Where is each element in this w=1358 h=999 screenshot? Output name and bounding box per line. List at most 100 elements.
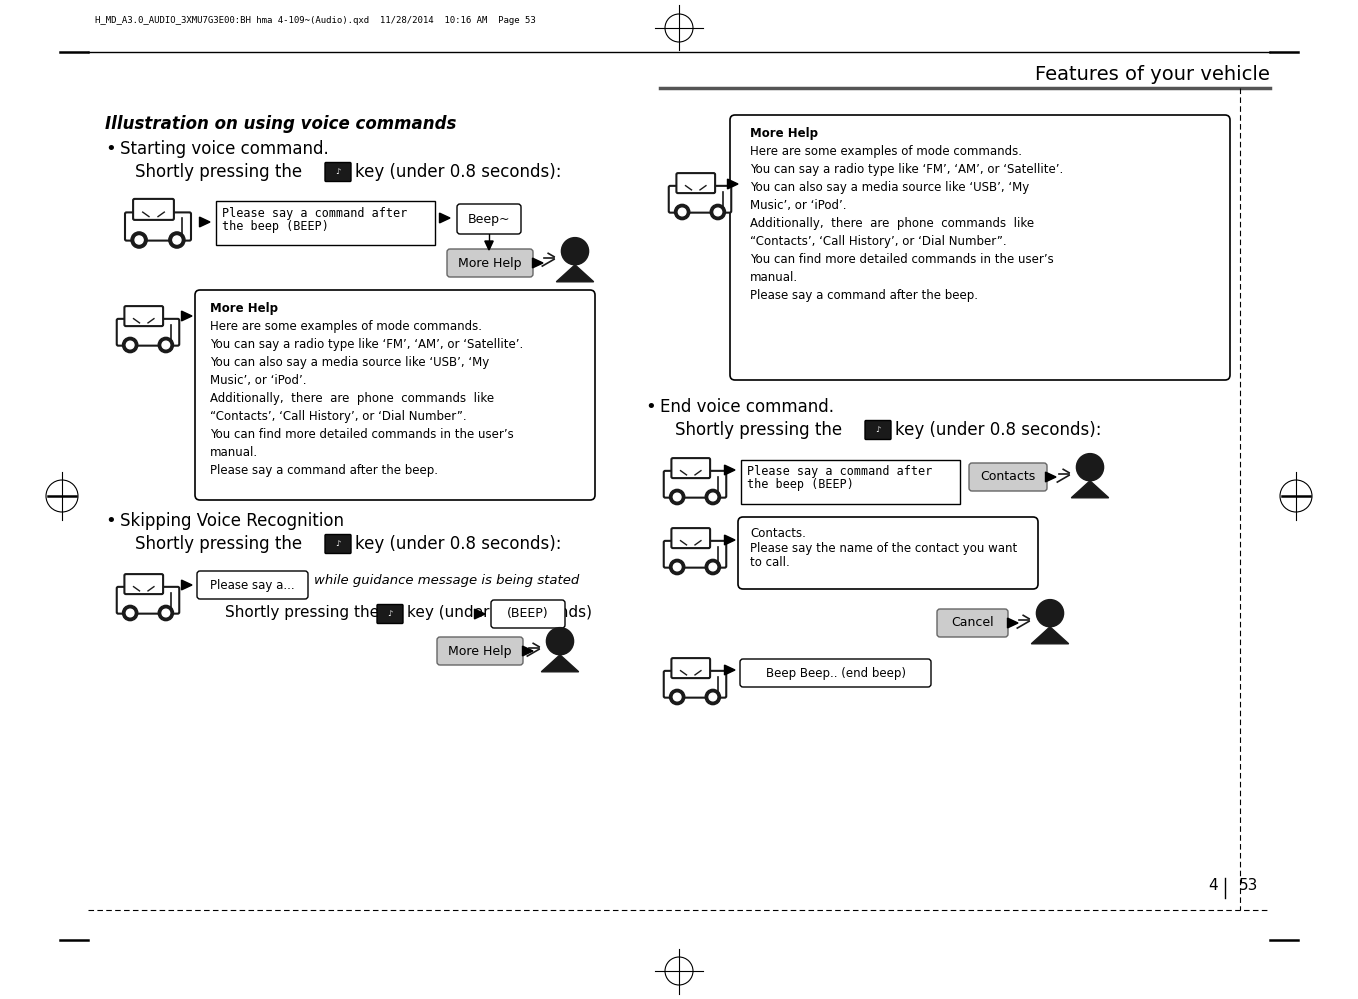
Polygon shape <box>725 535 735 544</box>
Circle shape <box>710 205 725 220</box>
Text: Here are some examples of mode commands.: Here are some examples of mode commands. <box>750 145 1023 158</box>
Text: Beep~: Beep~ <box>467 213 511 226</box>
Text: key (under 0.8 seconds):: key (under 0.8 seconds): <box>354 535 561 553</box>
FancyBboxPatch shape <box>671 658 710 678</box>
Circle shape <box>1036 599 1063 626</box>
FancyBboxPatch shape <box>196 290 595 500</box>
Circle shape <box>669 490 684 504</box>
Circle shape <box>126 609 134 616</box>
FancyBboxPatch shape <box>664 671 727 697</box>
FancyBboxPatch shape <box>458 204 521 234</box>
Circle shape <box>674 693 680 701</box>
Text: Skipping Voice Recognition: Skipping Voice Recognition <box>120 512 344 530</box>
Text: Shortly pressing the: Shortly pressing the <box>225 605 379 620</box>
Circle shape <box>130 232 147 248</box>
FancyBboxPatch shape <box>197 571 308 599</box>
Text: H_MD_A3.0_AUDIO_3XMU7G3E00:BH hma 4-109~(Audio).qxd  11/28/2014  10:16 AM  Page : H_MD_A3.0_AUDIO_3XMU7G3E00:BH hma 4-109~… <box>95 16 536 25</box>
FancyBboxPatch shape <box>125 213 191 241</box>
Circle shape <box>674 494 680 500</box>
Circle shape <box>172 236 181 244</box>
FancyBboxPatch shape <box>664 471 727 498</box>
Text: (BEEP): (BEEP) <box>507 607 549 620</box>
FancyBboxPatch shape <box>117 586 179 613</box>
Text: ♪: ♪ <box>876 426 881 435</box>
Text: You can find more detailed commands in the user’s: You can find more detailed commands in t… <box>210 428 513 441</box>
Circle shape <box>709 494 717 500</box>
Text: More Help: More Help <box>458 257 521 270</box>
FancyBboxPatch shape <box>865 421 891 440</box>
FancyBboxPatch shape <box>325 163 350 182</box>
Text: “Contacts’, ‘Call History’, or ‘Dial Number”.: “Contacts’, ‘Call History’, or ‘Dial Num… <box>750 235 1006 248</box>
Circle shape <box>122 605 137 620</box>
Circle shape <box>675 205 690 220</box>
Text: “Contacts’, ‘Call History’, or ‘Dial Number”.: “Contacts’, ‘Call History’, or ‘Dial Num… <box>210 410 467 423</box>
Circle shape <box>162 342 170 349</box>
Text: More Help: More Help <box>210 302 278 315</box>
Circle shape <box>705 559 721 574</box>
Text: •: • <box>645 398 656 416</box>
Circle shape <box>168 232 185 248</box>
Circle shape <box>669 689 684 704</box>
Polygon shape <box>200 217 210 227</box>
Text: You can say a radio type like ‘FM’, ‘AM’, or ‘Satellite’.: You can say a radio type like ‘FM’, ‘AM’… <box>750 163 1063 176</box>
FancyBboxPatch shape <box>671 528 710 548</box>
FancyBboxPatch shape <box>741 460 960 504</box>
Circle shape <box>546 627 573 654</box>
FancyBboxPatch shape <box>216 201 435 245</box>
Text: the beep (BEEP): the beep (BEEP) <box>747 478 854 491</box>
Polygon shape <box>542 654 579 671</box>
Text: to call.: to call. <box>750 556 790 569</box>
Polygon shape <box>725 466 735 475</box>
Text: 53: 53 <box>1238 878 1258 893</box>
FancyBboxPatch shape <box>737 517 1038 589</box>
Circle shape <box>134 236 143 244</box>
Text: Additionally,  there  are  phone  commands  like: Additionally, there are phone commands l… <box>750 217 1035 230</box>
Polygon shape <box>182 311 191 321</box>
Text: You can find more detailed commands in the user’s: You can find more detailed commands in t… <box>750 253 1054 266</box>
Text: Features of your vehicle: Features of your vehicle <box>1035 65 1270 84</box>
Polygon shape <box>485 241 493 250</box>
Text: Contacts.: Contacts. <box>750 527 805 540</box>
FancyBboxPatch shape <box>668 186 731 213</box>
Text: You can also say a media source like ‘USB’, ‘My: You can also say a media source like ‘US… <box>210 356 489 369</box>
Text: manual.: manual. <box>210 446 258 459</box>
Polygon shape <box>523 646 532 656</box>
Text: key (under 0.8 seconds): key (under 0.8 seconds) <box>407 605 592 620</box>
Text: •: • <box>105 140 115 158</box>
Polygon shape <box>440 213 449 223</box>
Circle shape <box>122 338 137 353</box>
Text: Please say a command after the beep.: Please say a command after the beep. <box>210 464 439 477</box>
FancyBboxPatch shape <box>492 600 565 628</box>
Circle shape <box>709 563 717 570</box>
FancyBboxPatch shape <box>125 574 163 594</box>
Polygon shape <box>725 665 735 675</box>
Text: End voice command.: End voice command. <box>660 398 834 416</box>
FancyBboxPatch shape <box>325 534 350 553</box>
Text: Additionally,  there  are  phone  commands  like: Additionally, there are phone commands l… <box>210 392 494 405</box>
Circle shape <box>162 609 170 616</box>
FancyBboxPatch shape <box>117 319 179 346</box>
Text: while guidance message is being stated: while guidance message is being stated <box>314 574 580 587</box>
Text: Please say a...: Please say a... <box>210 578 295 591</box>
Polygon shape <box>182 580 191 589</box>
Circle shape <box>669 559 684 574</box>
Text: Cancel: Cancel <box>951 616 994 629</box>
Polygon shape <box>557 265 593 282</box>
FancyBboxPatch shape <box>447 249 532 277</box>
Text: Shortly pressing the: Shortly pressing the <box>134 163 301 181</box>
Text: Please say a command after the beep.: Please say a command after the beep. <box>750 289 978 302</box>
Circle shape <box>709 693 717 701</box>
Text: ♪: ♪ <box>335 539 341 548</box>
Polygon shape <box>1046 473 1057 482</box>
Polygon shape <box>1008 618 1018 628</box>
Text: Shortly pressing the: Shortly pressing the <box>675 421 842 439</box>
Circle shape <box>714 208 721 216</box>
Circle shape <box>679 208 686 216</box>
Circle shape <box>158 338 174 353</box>
Text: Illustration on using voice commands: Illustration on using voice commands <box>105 115 456 133</box>
Polygon shape <box>474 609 485 619</box>
Circle shape <box>705 490 721 504</box>
Text: ♪: ♪ <box>387 609 392 618</box>
Text: the beep (BEEP): the beep (BEEP) <box>221 220 329 233</box>
Text: Music’, or ‘iPod’.: Music’, or ‘iPod’. <box>750 199 846 212</box>
